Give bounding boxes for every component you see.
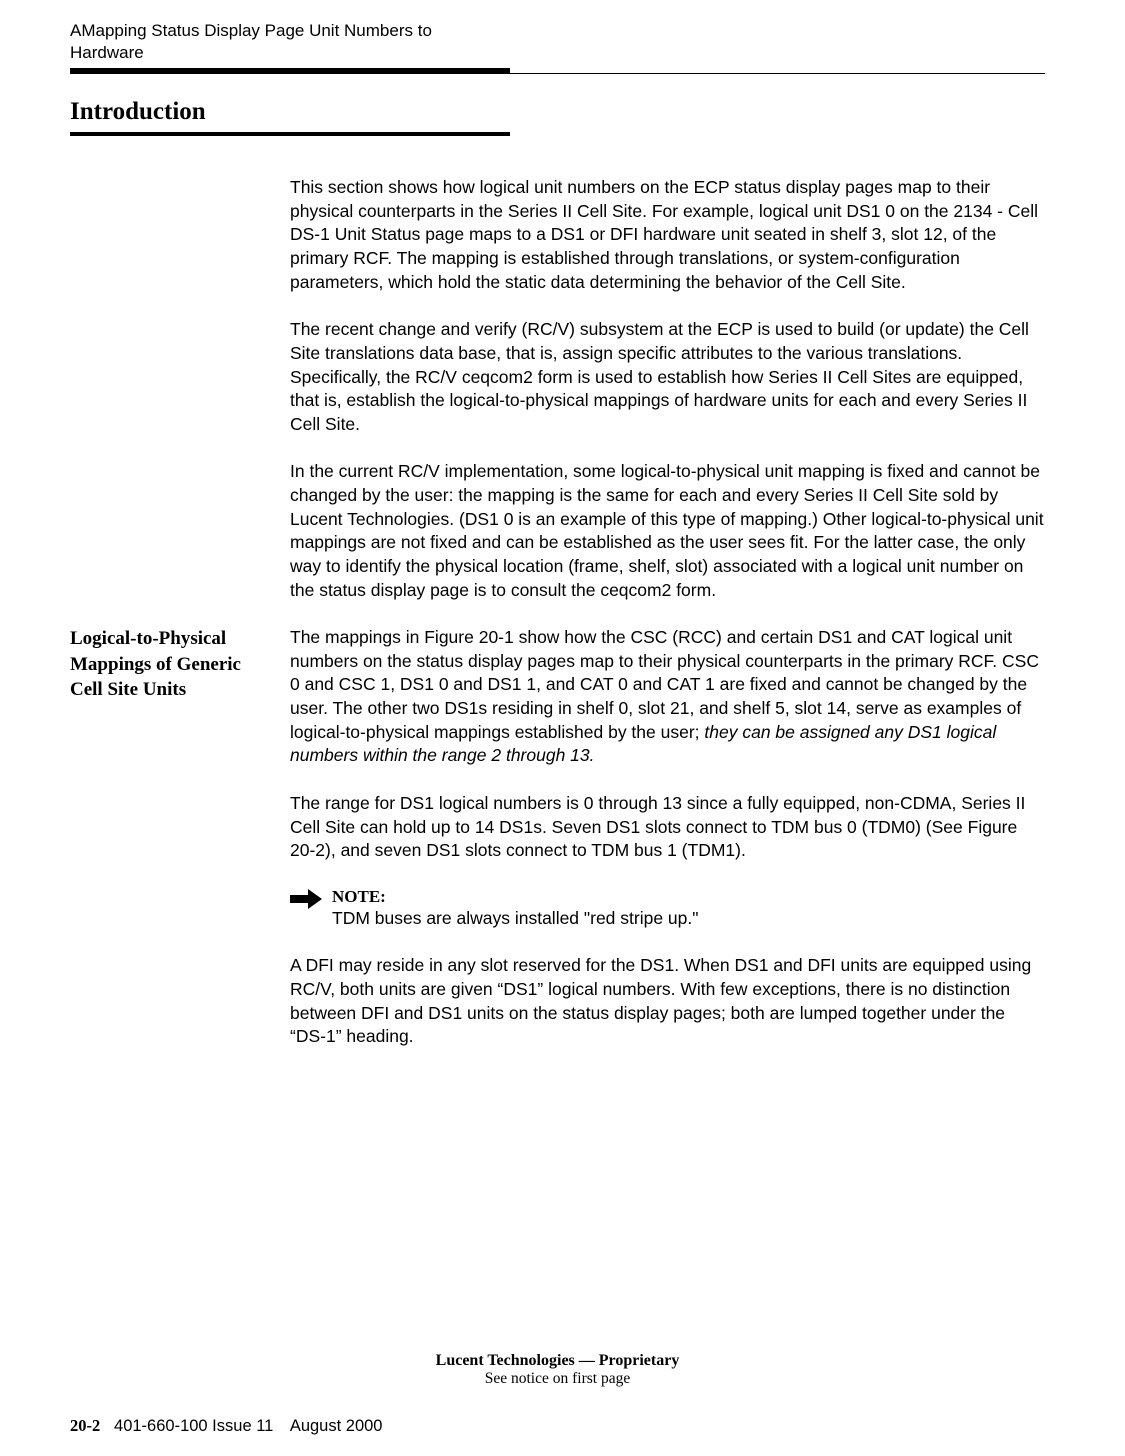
footer-page-number: 20-2 — [70, 1416, 100, 1435]
heading-rule — [70, 132, 510, 136]
section-heading-introduction: Introduction — [70, 98, 1045, 126]
note-label: NOTE: — [332, 887, 1045, 907]
mapping-paragraph-2: The range for DS1 logical numbers is 0 t… — [290, 792, 1045, 863]
note-arrow-icon — [290, 889, 322, 909]
sidebar-heading-logical-mappings: Logical-to-Physical Mappings of Generic … — [70, 626, 270, 703]
note-block: NOTE: TDM buses are always installed "re… — [290, 887, 1045, 931]
thin-rule — [70, 73, 1045, 74]
page-footer: Lucent Technologies — Proprietary See no… — [70, 1352, 1045, 1436]
intro-paragraph-1: This section shows how logical unit numb… — [290, 176, 1045, 294]
header-rule-group — [70, 68, 1045, 74]
mapping-paragraph-1: The mappings in Figure 20-1 show how the… — [290, 626, 1045, 768]
intro-paragraph-2: The recent change and verify (RC/V) subs… — [290, 318, 1045, 436]
mapping-paragraph-3: A DFI may reside in any slot reserved fo… — [290, 954, 1045, 1049]
intro-paragraph-3: In the current RC/V implementation, some… — [290, 460, 1045, 602]
note-text: TDM buses are always installed "red stri… — [332, 907, 1045, 931]
footer-proprietary: Lucent Technologies — Proprietary — [70, 1352, 1045, 1370]
footer-notice: See notice on first page — [70, 1370, 1045, 1388]
footer-doc-info: 401-660-100 Issue 11 August 2000 — [114, 1417, 382, 1435]
running-header: AMapping Status Display Page Unit Number… — [70, 20, 470, 64]
